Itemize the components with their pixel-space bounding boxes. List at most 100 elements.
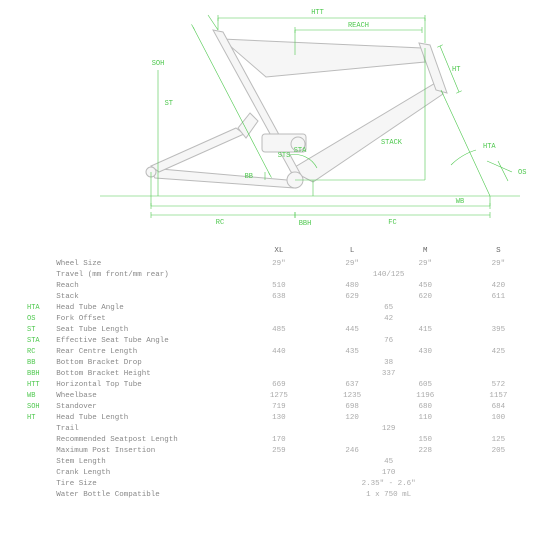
row-value: 719 <box>242 402 315 413</box>
row-abbr: HTA <box>25 303 54 314</box>
row-abbr: STA <box>25 336 54 347</box>
svg-text:WB: WB <box>456 198 464 206</box>
row-abbr <box>25 468 54 479</box>
row-value: 130 <box>242 413 315 424</box>
row-value: 29" <box>316 259 389 270</box>
row-abbr: HTT <box>25 380 54 391</box>
row-abbr: BBH <box>25 369 54 380</box>
row-label: Stack <box>54 292 242 303</box>
row-value: 110 <box>389 413 462 424</box>
svg-text:REACH: REACH <box>348 22 369 30</box>
table-row: Stack638629620611 <box>25 292 535 303</box>
svg-text:HT: HT <box>452 66 460 74</box>
row-value: 605 <box>389 380 462 391</box>
svg-text:ST: ST <box>165 100 173 108</box>
table-row: BBHBottom Bracket Height337 <box>25 369 535 380</box>
row-value: 638 <box>242 292 315 303</box>
row-value: 420 <box>462 281 535 292</box>
geometry-table-area: XLLMSWheel Size29"29"29"29"Travel (mm fr… <box>0 235 560 501</box>
row-span-value: 170 <box>242 468 535 479</box>
table-row: SOHStandover719698680684 <box>25 402 535 413</box>
row-value: 435 <box>316 347 389 358</box>
row-value: 125 <box>462 435 535 446</box>
table-row: Wheel Size29"29"29"29" <box>25 259 535 270</box>
row-value: 620 <box>389 292 462 303</box>
row-span-value: 2.35" - 2.6" <box>242 479 535 490</box>
table-row: STAEffective Seat Tube Angle76 <box>25 336 535 347</box>
row-value: 29" <box>389 259 462 270</box>
table-row: HTTHorizontal Top Tube669637605572 <box>25 380 535 391</box>
row-abbr <box>25 446 54 457</box>
row-span-value: 38 <box>242 358 535 369</box>
row-label: Travel (mm front/mm rear) <box>54 270 242 281</box>
row-abbr <box>25 281 54 292</box>
row-value: 572 <box>462 380 535 391</box>
row-abbr: HT <box>25 413 54 424</box>
row-value: 415 <box>389 325 462 336</box>
row-value: 430 <box>389 347 462 358</box>
row-label: Stem Length <box>54 457 242 468</box>
row-label: Reach <box>54 281 242 292</box>
frame-geometry-diagram: HTTREACHHTSTACKHTAOSWBFCRCBBHBBSTSTASTSS… <box>0 0 560 235</box>
table-header-row: XLLMS <box>25 245 535 259</box>
row-label: Trail <box>54 424 242 435</box>
row-label: Wheel Size <box>54 259 242 270</box>
row-label: Seat Tube Length <box>54 325 242 336</box>
row-abbr <box>25 479 54 490</box>
size-header-2: M <box>389 245 462 259</box>
svg-text:HTT: HTT <box>311 9 324 17</box>
row-value: 1275 <box>242 391 315 402</box>
row-label: Fork Offset <box>54 314 242 325</box>
row-abbr <box>25 435 54 446</box>
row-value: 440 <box>242 347 315 358</box>
svg-text:OS: OS <box>518 169 526 177</box>
row-value: 485 <box>242 325 315 336</box>
row-value: 120 <box>316 413 389 424</box>
table-row: WBWheelbase1275123511961157 <box>25 391 535 402</box>
row-label: Water Bottle Compatible <box>54 490 242 501</box>
row-label: Horizontal Top Tube <box>54 380 242 391</box>
row-abbr: WB <box>25 391 54 402</box>
row-value: 246 <box>316 446 389 457</box>
row-value <box>316 435 389 446</box>
table-row: Tire Size2.35" - 2.6" <box>25 479 535 490</box>
geometry-table: XLLMSWheel Size29"29"29"29"Travel (mm fr… <box>25 245 535 501</box>
row-value: 680 <box>389 402 462 413</box>
svg-text:STA: STA <box>294 147 307 155</box>
row-span-value: 45 <box>242 457 535 468</box>
table-row: Crank Length170 <box>25 468 535 479</box>
row-label: Tire Size <box>54 479 242 490</box>
row-label: Bottom Bracket Drop <box>54 358 242 369</box>
row-span-value: 140/125 <box>242 270 535 281</box>
row-label: Bottom Bracket Height <box>54 369 242 380</box>
table-row: Recommended Seatpost Length170150125 <box>25 435 535 446</box>
row-label: Effective Seat Tube Angle <box>54 336 242 347</box>
row-abbr <box>25 490 54 501</box>
row-label: Crank Length <box>54 468 242 479</box>
frame-svg: HTTREACHHTSTACKHTAOSWBFCRCBBHBBSTSTASTSS… <box>0 0 560 235</box>
svg-text:RC: RC <box>216 219 224 227</box>
row-value: 29" <box>242 259 315 270</box>
row-value: 395 <box>462 325 535 336</box>
row-abbr: BB <box>25 358 54 369</box>
size-header-0: XL <box>242 245 315 259</box>
svg-text:SOH: SOH <box>152 60 165 68</box>
row-value: 259 <box>242 446 315 457</box>
row-value: 450 <box>389 281 462 292</box>
row-span-value: 65 <box>242 303 535 314</box>
table-row: OSFork Offset42 <box>25 314 535 325</box>
row-abbr <box>25 270 54 281</box>
row-value: 637 <box>316 380 389 391</box>
row-value: 1196 <box>389 391 462 402</box>
svg-text:FC: FC <box>388 219 396 227</box>
row-value: 611 <box>462 292 535 303</box>
row-value: 425 <box>462 347 535 358</box>
row-value: 510 <box>242 281 315 292</box>
row-span-value: 42 <box>242 314 535 325</box>
row-value: 170 <box>242 435 315 446</box>
table-row: STSeat Tube Length485445415395 <box>25 325 535 336</box>
svg-text:STS: STS <box>278 152 291 160</box>
table-row: Maximum Post Insertion259246228205 <box>25 446 535 457</box>
svg-text:BB: BB <box>245 173 253 181</box>
table-row: Travel (mm front/mm rear)140/125 <box>25 270 535 281</box>
